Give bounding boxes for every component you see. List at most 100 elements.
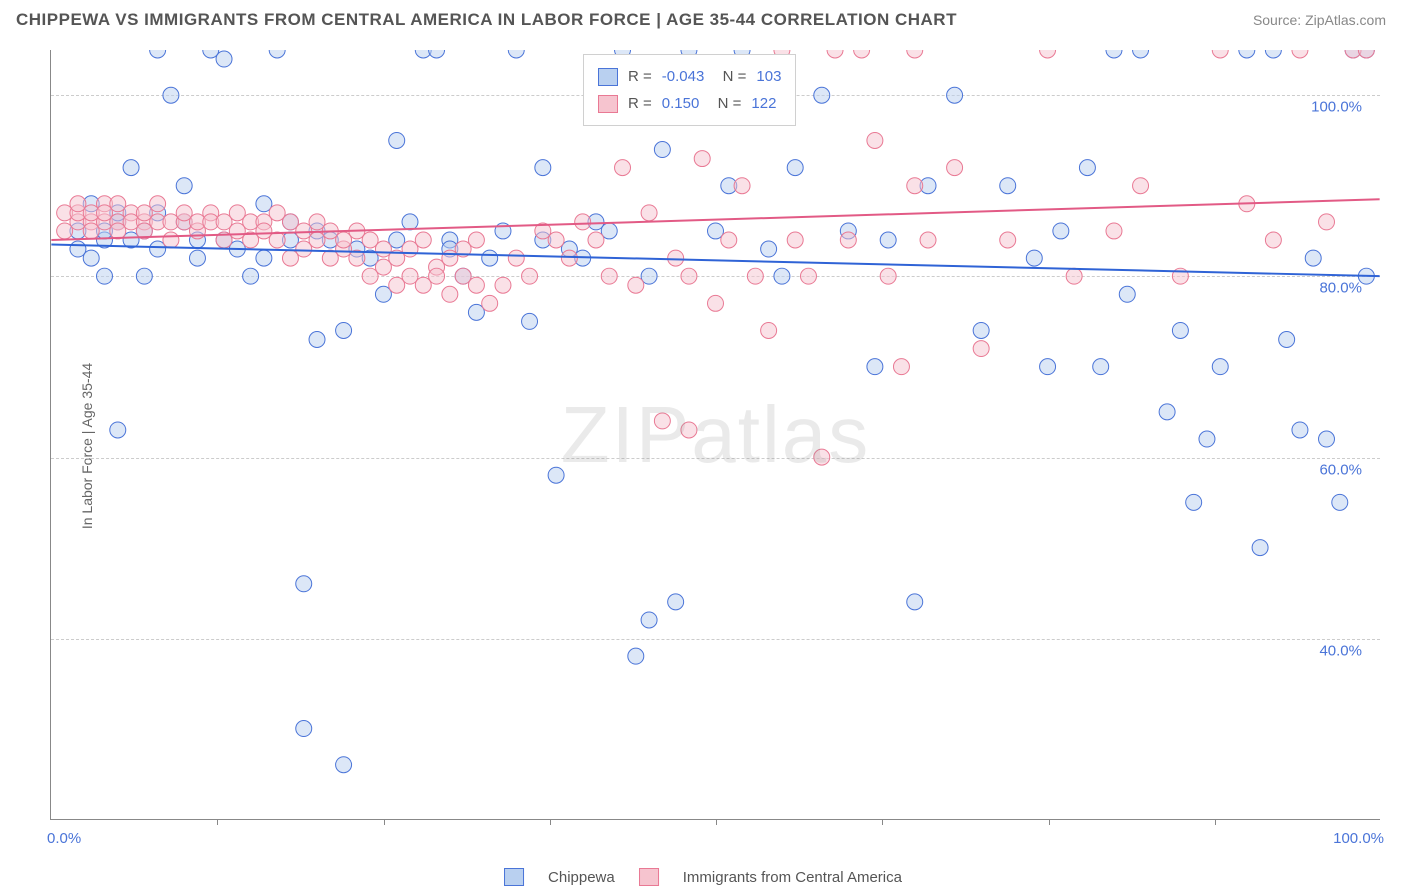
scatter-point (163, 87, 179, 103)
scatter-point (588, 232, 604, 248)
scatter-point (1332, 494, 1348, 510)
scatter-point (668, 250, 684, 266)
scatter-point (482, 250, 498, 266)
x-tick (716, 819, 717, 825)
bottom-swatch-chippewa (504, 868, 524, 886)
scatter-point (1026, 250, 1042, 266)
chart-title: CHIPPEWA VS IMMIGRANTS FROM CENTRAL AMER… (16, 10, 957, 30)
scatter-point (548, 232, 564, 248)
scatter-point (429, 50, 445, 58)
chart-area: ZIPatlas 40.0%60.0%80.0%100.0% 0.0% 100.… (50, 50, 1380, 820)
scatter-point (97, 268, 113, 284)
scatter-point (1053, 223, 1069, 239)
scatter-point (1133, 178, 1149, 194)
scatter-point (548, 467, 564, 483)
x-tick (217, 819, 218, 825)
scatter-point (601, 268, 617, 284)
scatter-point (1133, 50, 1149, 58)
n-value-0: 103 (756, 63, 781, 90)
scatter-point (150, 196, 166, 212)
scatter-point (920, 232, 936, 248)
scatter-point (1106, 223, 1122, 239)
scatter-point (800, 268, 816, 284)
scatter-point (840, 232, 856, 248)
scatter-point (1186, 494, 1202, 510)
scatter-point (641, 205, 657, 221)
scatter-point (907, 178, 923, 194)
scatter-point (973, 322, 989, 338)
scatter-point (1279, 332, 1295, 348)
scatter-point (1252, 540, 1268, 556)
scatter-point (907, 594, 923, 610)
scatter-point (947, 160, 963, 176)
scatter-point (628, 648, 644, 664)
y-tick-label: 100.0% (1311, 99, 1362, 116)
scatter-point (734, 178, 750, 194)
scatter-point (668, 594, 684, 610)
legend-swatch-immigrants (598, 95, 618, 113)
scatter-plot (51, 50, 1380, 819)
scatter-point (1358, 50, 1374, 58)
x-tick (384, 819, 385, 825)
scatter-point (389, 132, 405, 148)
scatter-point (309, 332, 325, 348)
scatter-point (495, 277, 511, 293)
scatter-point (522, 313, 538, 329)
scatter-point (1106, 50, 1122, 58)
scatter-point (1292, 422, 1308, 438)
scatter-point (269, 50, 285, 58)
y-tick-label: 80.0% (1319, 280, 1362, 297)
scatter-point (1000, 232, 1016, 248)
n-value-1: 122 (751, 90, 776, 117)
scatter-point (814, 87, 830, 103)
stats-legend-row-0: R = -0.043 N = 103 (598, 63, 781, 90)
scatter-point (561, 250, 577, 266)
scatter-point (1265, 50, 1281, 58)
scatter-point (482, 295, 498, 311)
scatter-point (787, 232, 803, 248)
scatter-point (522, 268, 538, 284)
scatter-point (747, 268, 763, 284)
scatter-point (641, 612, 657, 628)
x-tick (1215, 819, 1216, 825)
scatter-point (1159, 404, 1175, 420)
x-tick (550, 819, 551, 825)
scatter-point (880, 232, 896, 248)
scatter-point (1212, 359, 1228, 375)
scatter-point (681, 268, 697, 284)
scatter-point (1040, 359, 1056, 375)
y-tick-label: 40.0% (1319, 642, 1362, 659)
scatter-point (721, 232, 737, 248)
bottom-swatch-immigrants (639, 868, 659, 886)
scatter-point (694, 151, 710, 167)
scatter-point (947, 87, 963, 103)
scatter-point (269, 232, 285, 248)
scatter-point (1292, 50, 1308, 58)
scatter-point (468, 277, 484, 293)
scatter-point (1066, 268, 1082, 284)
scatter-point (774, 268, 790, 284)
x-tick (1049, 819, 1050, 825)
stats-legend: R = -0.043 N = 103 R = 0.150 N = 122 (583, 54, 796, 126)
scatter-point (189, 250, 205, 266)
scatter-point (628, 277, 644, 293)
scatter-point (176, 178, 192, 194)
scatter-point (854, 50, 870, 58)
scatter-point (415, 232, 431, 248)
scatter-point (243, 268, 259, 284)
scatter-point (654, 413, 670, 429)
scatter-point (907, 50, 923, 58)
scatter-point (708, 295, 724, 311)
scatter-point (336, 322, 352, 338)
scatter-point (761, 322, 777, 338)
scatter-point (681, 422, 697, 438)
scatter-point (216, 51, 232, 67)
scatter-point (867, 132, 883, 148)
scatter-point (1239, 50, 1255, 58)
scatter-point (654, 142, 670, 158)
scatter-point (575, 214, 591, 230)
scatter-point (814, 449, 830, 465)
scatter-point (83, 250, 99, 266)
scatter-point (163, 232, 179, 248)
scatter-point (1265, 232, 1281, 248)
